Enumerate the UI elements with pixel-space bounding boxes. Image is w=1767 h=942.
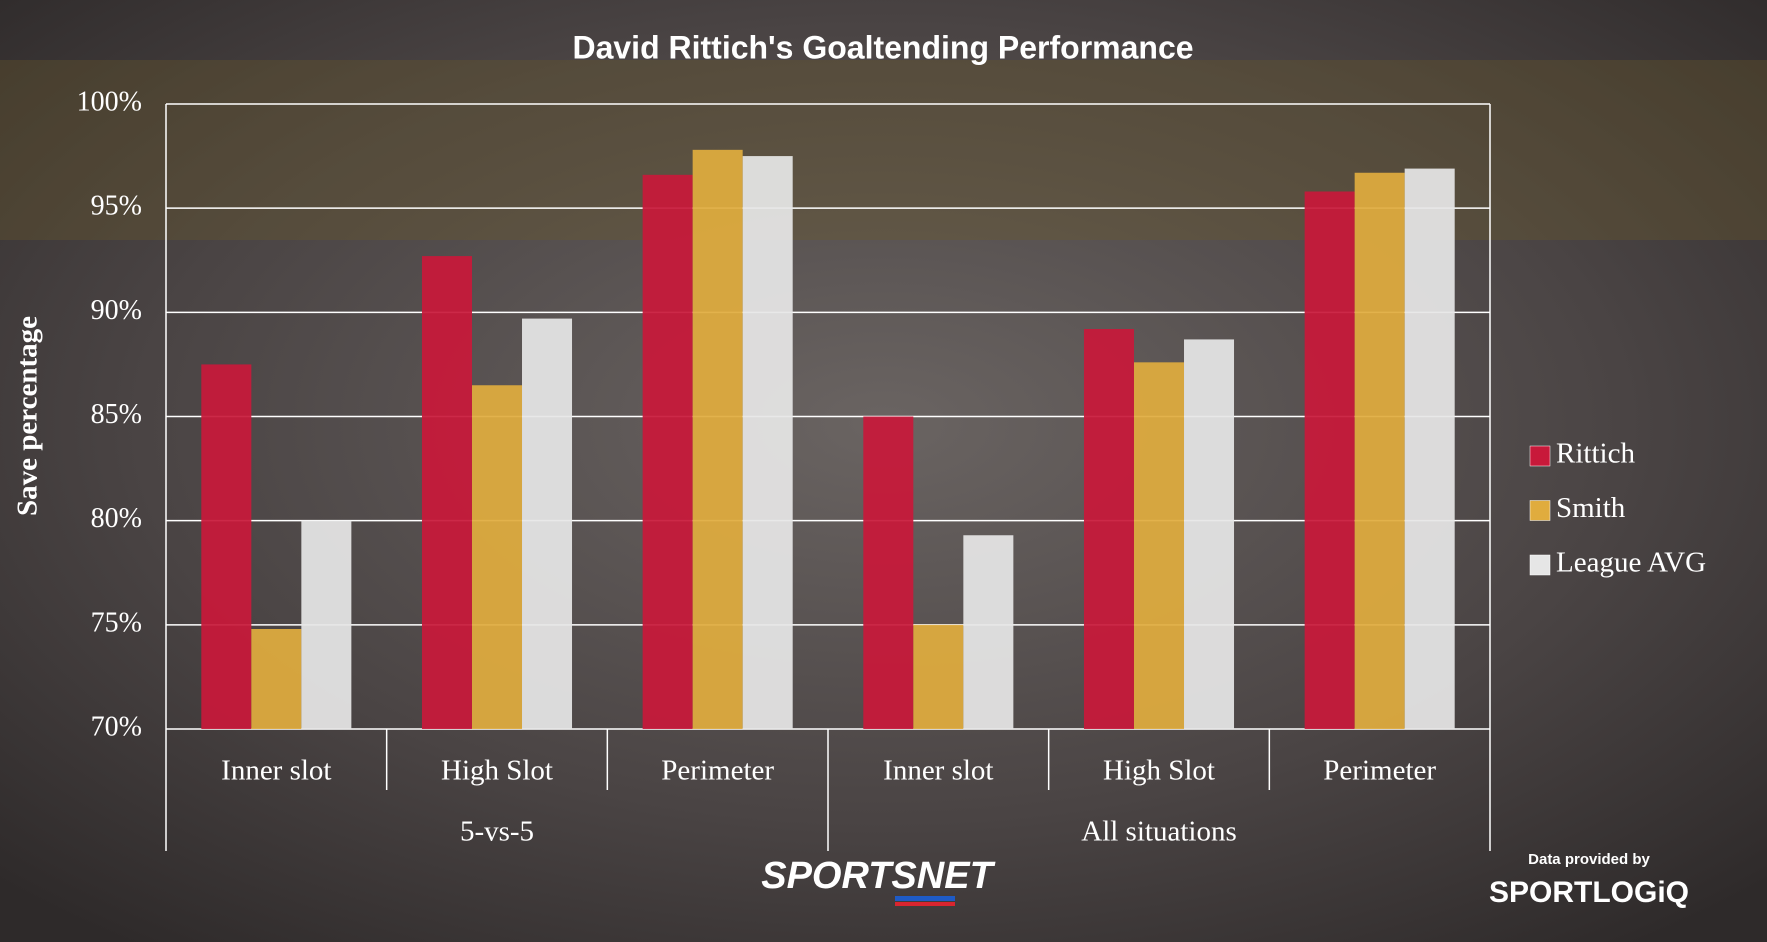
bar (201, 364, 252, 729)
brand-stripe (895, 896, 955, 901)
bar (522, 318, 573, 729)
brand-stripe (895, 902, 955, 906)
bar (251, 629, 302, 729)
bar (1304, 191, 1355, 729)
bar (1133, 362, 1185, 729)
background-band (0, 60, 1767, 240)
bar (1083, 329, 1134, 729)
y-tick-label: 100% (77, 86, 142, 117)
x-tick-label: Inner slot (883, 755, 993, 787)
chart-title: David Rittich's Goaltending Performance (572, 29, 1193, 65)
bar (963, 535, 1014, 729)
bar (742, 156, 793, 730)
bar (1184, 339, 1235, 729)
bar (1404, 168, 1455, 730)
x-tick-label: Perimeter (661, 755, 774, 787)
source-logo: SPORTLOGiQ (1489, 876, 1689, 909)
bar (471, 385, 523, 729)
legend-label: Rittich (1556, 438, 1635, 470)
bar (913, 624, 964, 729)
bar (1354, 172, 1405, 729)
legend-label: Smith (1556, 492, 1626, 524)
group-label: All situations (1081, 816, 1236, 848)
y-tick-label: 75% (91, 607, 142, 638)
legend-swatch (1529, 500, 1551, 521)
y-tick-label: 95% (91, 191, 142, 222)
group-label: 5-vs-5 (460, 816, 534, 848)
x-tick-label: High Slot (1103, 755, 1215, 787)
legend-swatch (1529, 554, 1551, 576)
bar (301, 520, 352, 729)
y-tick-label: 85% (91, 399, 142, 430)
y-tick-label: 80% (91, 503, 142, 534)
y-tick-label: 70% (91, 711, 142, 742)
legend-label: League AVG (1556, 547, 1706, 579)
bar (863, 416, 914, 729)
legend-swatch (1529, 445, 1551, 467)
x-tick-label: High Slot (441, 755, 553, 787)
x-tick-label: Perimeter (1323, 755, 1436, 787)
bar (642, 174, 693, 730)
credit-text: Data provided by (1528, 851, 1650, 868)
x-tick-label: Inner slot (221, 755, 331, 787)
bar (421, 256, 472, 729)
bar (692, 149, 743, 730)
y-axis-label: Save percentage (12, 316, 44, 516)
y-tick-label: 90% (91, 295, 142, 326)
brand-logo: SPORTSNET (761, 855, 995, 897)
